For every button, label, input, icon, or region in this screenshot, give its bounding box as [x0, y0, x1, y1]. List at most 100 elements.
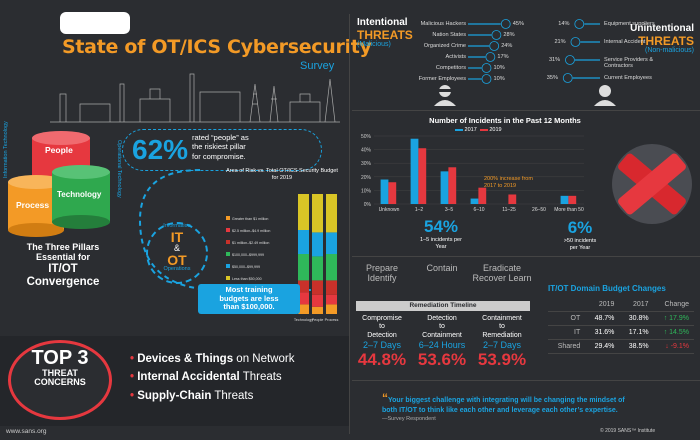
risk-x-label: Process [325, 318, 339, 322]
quote-text-1: Your biggest challenge with integrating … [388, 397, 625, 404]
it-ot-badge-text: Information IT & OT Operations [146, 223, 208, 272]
y-tick-label: 30% [361, 161, 372, 167]
training-text-2: budgets are less [219, 293, 279, 303]
quote-attribution: —Survey Respondent [382, 415, 436, 422]
stage-eradicate: Eradicate Recover Learn [472, 263, 532, 284]
budget-cell-2017: 17.1% [619, 325, 654, 340]
budget-row-label: Shared [548, 339, 586, 354]
risk-stack-segment [298, 254, 309, 281]
nonmalicious-threat-pct: 31% [548, 57, 561, 63]
budget-row-label: IT [548, 325, 586, 340]
top3-item-1-bold: Devices & Things [137, 353, 234, 365]
risk-stack-segment [298, 280, 309, 293]
budget-cell-change: ↓ -9.1% [653, 339, 694, 354]
legend-2019-swatch [479, 128, 488, 131]
incidents-chart: 0% 10% 20% 30% 40% 50% Unknown 1–2 3–5 6–10 11–25 2… [361, 134, 584, 213]
nonmalicious-threat-pct: 35% [546, 75, 558, 81]
stage-3-pct: 53.9% [477, 350, 527, 370]
stage-3-head-1: Eradicate [482, 263, 522, 273]
threats-connector-diagram [468, 19, 600, 84]
legend-2019: 2019 [489, 127, 502, 133]
malicious-threat-pct: 45% [512, 21, 524, 27]
dashed-connector [138, 169, 320, 291]
arrow-up-icon: ↑ [663, 329, 668, 336]
divider-threats [352, 110, 700, 111]
top3-item-2: • Internal Accidental Threats [130, 371, 282, 384]
pillar-stat-pct: 62% [132, 134, 189, 165]
stage-1-days: 2–7 Days [362, 340, 402, 351]
incidents-stat-2-text: >50 incidents per Year [563, 238, 597, 251]
budget-cell-2017: 38.5% [619, 339, 654, 354]
training-text-3: than $100,000. [223, 302, 275, 312]
nonmalicious-threat-label: Internal Accident [604, 39, 646, 45]
top3-top: TOP 3 [31, 347, 89, 369]
bar-2017 [440, 171, 449, 204]
malicious-threat-label: Competitors [435, 65, 466, 71]
threat-pct-circle [491, 30, 502, 40]
incidents-chart-title: Number of Incidents in the Past 12 Month… [429, 116, 581, 125]
budget-cell-2019: 29.4% [585, 339, 620, 354]
training-text-1: Most training [225, 285, 273, 294]
arrow-up-icon: ↑ [663, 315, 668, 322]
stage-2-sub-2: to [439, 323, 445, 331]
budget-col-2017: 2017 [619, 298, 654, 312]
stage-prepare: Prepare Identify [352, 263, 412, 284]
bar-2019 [568, 195, 577, 204]
nonmalicious-threat-label: Service Providers & Contractors [604, 57, 654, 69]
incidents-stat-2: 6% >50 incidents per Year [560, 218, 600, 251]
risk-stack-segment [326, 194, 337, 233]
budget-col-2019: 2019 [585, 298, 620, 312]
stage-2-pct: 53.6% [417, 350, 467, 370]
risk-budget-chart: Greater than $1 million $2.5 million–$4.9… [226, 194, 339, 322]
y-tick-label: 40% [361, 148, 372, 154]
malicious-threat-pct: 17% [497, 54, 509, 60]
top3-item-2-rest: Threats [239, 371, 282, 384]
x-tick-label: Unknown [379, 207, 400, 213]
stage-2-days: 6–24 Hours [418, 340, 466, 351]
nonmalicious-threat-label: Equipment suppliers [604, 21, 655, 27]
risk-legend-label: $50,000–$99,999 [232, 265, 260, 269]
footer-url[interactable]: www.sans.org [6, 428, 47, 435]
risk-stack-segment [312, 194, 323, 233]
incidents-legend: 2017 2019 [455, 127, 502, 133]
bar-2017 [410, 138, 419, 204]
it-ot-ot: OT [167, 251, 187, 268]
budget-table: 2019 2017 Change OT 48.7% 30.8% ↑ 17.9% … [548, 298, 694, 354]
top3-item-3: • Supply-Chain Threats [130, 389, 254, 402]
risk-stack-segment [326, 232, 337, 254]
top3-badge-text: TOP 3 THREAT CONCERNS [8, 348, 112, 388]
bar-2019 [478, 187, 487, 204]
risk-x-label: People [312, 318, 324, 322]
table-row: OT 48.7% 30.8% ↑ 17.9% [548, 311, 694, 326]
risk-legend-swatch [226, 264, 230, 268]
it-ot-amp: & [173, 242, 180, 253]
budget-cell-change: ↑ 17.9% [653, 311, 694, 326]
stage-3-sub-3: Remediation [482, 331, 522, 339]
divider-quote [352, 380, 700, 381]
threat-pct-circle [562, 73, 573, 83]
stage-1-detail: Compromise to Detection 2–7 Days 44.8% [352, 315, 412, 370]
budget-cell-change: ↑ 14.5% [653, 325, 694, 340]
budget-col-change: Change [653, 298, 694, 312]
bar-2019 [448, 167, 457, 204]
malicious-threat-label: Former Employees [418, 76, 466, 82]
nonmalicious-threat-pct: 14% [558, 21, 570, 27]
pillars-caption: The Three Pillars Essential for IT/OT Co… [8, 242, 118, 289]
pillar-stat-text-1: rated “people” as [192, 133, 249, 142]
it-ot-info: Information [163, 223, 191, 229]
risk-legend-label: $1 million–$2.49 million [232, 241, 269, 245]
intentional-2: THREATS [357, 27, 413, 42]
x-tick-label: 6–10 [473, 207, 484, 213]
pillar-technology-label: Technology [57, 190, 102, 199]
three-pillars-diagram [8, 131, 110, 237]
threats-labels: Malicious Hackers 45% Nation States 28% Orga… [350, 14, 700, 114]
bar-2019 [388, 182, 397, 204]
top3-threat: THREAT [42, 368, 78, 378]
stage-1-head-1: Prepare [365, 263, 399, 273]
quote-mark-icon: “ [382, 391, 388, 405]
risk-stack-segment [312, 294, 323, 307]
pillars-caption-4: Convergence [26, 275, 100, 288]
unintentional-3: (Non-malicious) [644, 47, 694, 55]
risk-stack-segment [312, 256, 323, 281]
budget-cell-2019: 31.6% [585, 325, 620, 340]
